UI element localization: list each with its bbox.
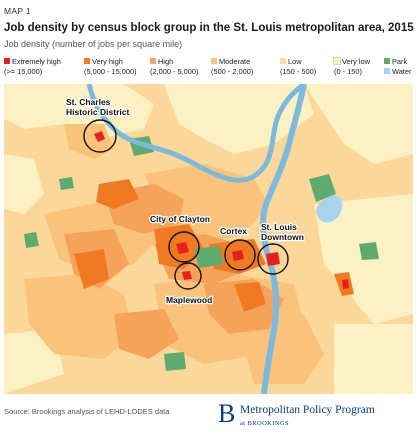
moderate-zone	[24, 274, 134, 359]
legend-range: (150 - 500)	[280, 67, 317, 76]
source-note: Source: Brookings analysis of LEHD-LODES…	[4, 407, 170, 416]
legend-swatch	[4, 58, 10, 64]
extremely-high-cluster	[176, 242, 189, 254]
legend-label: Very low	[342, 57, 370, 66]
brookings-b-mark: B	[218, 399, 236, 428]
very-low-zone	[4, 154, 44, 214]
legend-label: Low	[288, 57, 302, 66]
legend-swatch	[150, 58, 156, 64]
legend-label: Extremely high	[12, 57, 61, 66]
park-area	[24, 232, 39, 248]
extremely-high-cluster	[232, 250, 244, 261]
legend-label: Moderate	[219, 57, 251, 66]
very-low-zone	[164, 84, 314, 154]
label-maplewood: Maplewood	[166, 295, 212, 305]
legend-label: High	[158, 57, 174, 66]
clayton-circle	[168, 231, 200, 263]
extremely-high-cluster	[182, 271, 192, 280]
legend-range: (5,000 - 15,000)	[84, 67, 137, 76]
legend-range: (0 - 150)	[334, 67, 362, 76]
brand-at-brookings: at BROOKINGS	[240, 420, 290, 427]
extremely-high-cluster	[94, 131, 105, 142]
label-st-charles-line2: Historic District	[66, 107, 129, 117]
brookings-logo: B Metropolitan Policy Program at BROOKIN…	[218, 398, 413, 432]
legend-swatch	[211, 58, 217, 64]
map-title: Job density by census block group in the…	[4, 22, 414, 34]
park-area	[359, 242, 379, 260]
map-number-label: MAP 1	[4, 6, 31, 16]
label-st-charles-line1: St. Charles	[66, 97, 111, 107]
mississippi-river	[260, 84, 307, 394]
legend-swatch	[333, 57, 341, 65]
legend-swatch	[384, 58, 390, 64]
very-low-zone	[334, 324, 413, 394]
label-cortex: Cortex	[220, 226, 247, 236]
label-downtown-line2: Downtown	[261, 232, 304, 242]
label-downtown-line1: St. Louis	[261, 222, 297, 232]
park-area	[164, 352, 186, 371]
very-low-zone	[4, 84, 154, 139]
map-svg: St. Charles Historic District City of Cl…	[4, 84, 413, 394]
high-zone	[114, 309, 179, 359]
legend-swatch	[384, 68, 390, 74]
park-area	[59, 177, 74, 190]
label-clayton: City of Clayton	[150, 214, 210, 224]
park-area	[194, 246, 224, 268]
job-density-map: St. Charles Historic District City of Cl…	[4, 84, 413, 394]
park-area	[309, 174, 336, 202]
cortex-circle	[224, 239, 256, 271]
very-high-zone	[234, 282, 266, 312]
map-subtitle: Job density (number of jobs per square m…	[4, 39, 183, 49]
very-high-zone	[74, 249, 109, 289]
legend-swatch	[84, 58, 90, 64]
very-low-zone	[304, 84, 413, 164]
lake	[316, 195, 343, 223]
legend-swatch	[280, 58, 286, 64]
very-high-zone	[96, 179, 139, 209]
st-charles-circle	[83, 119, 117, 153]
legend-label: Very high	[92, 57, 123, 66]
extremely-high-cluster	[342, 279, 349, 289]
legend-range: (>= 15,000)	[4, 67, 43, 76]
moderate-zone	[234, 314, 324, 384]
maplewood-circle	[174, 262, 202, 290]
brand-program-name: Metropolitan Policy Program	[240, 404, 375, 416]
legend-label: Water	[392, 67, 412, 76]
legend: Extremely high (>= 15,000) Very high (5,…	[4, 57, 416, 79]
downtown-circle	[257, 243, 289, 275]
legend-range: (2,000 - 5,000)	[150, 67, 199, 76]
legend-label: Park	[392, 57, 408, 66]
extremely-high-cluster	[266, 252, 280, 266]
legend-range: (500 - 2,000)	[211, 67, 254, 76]
